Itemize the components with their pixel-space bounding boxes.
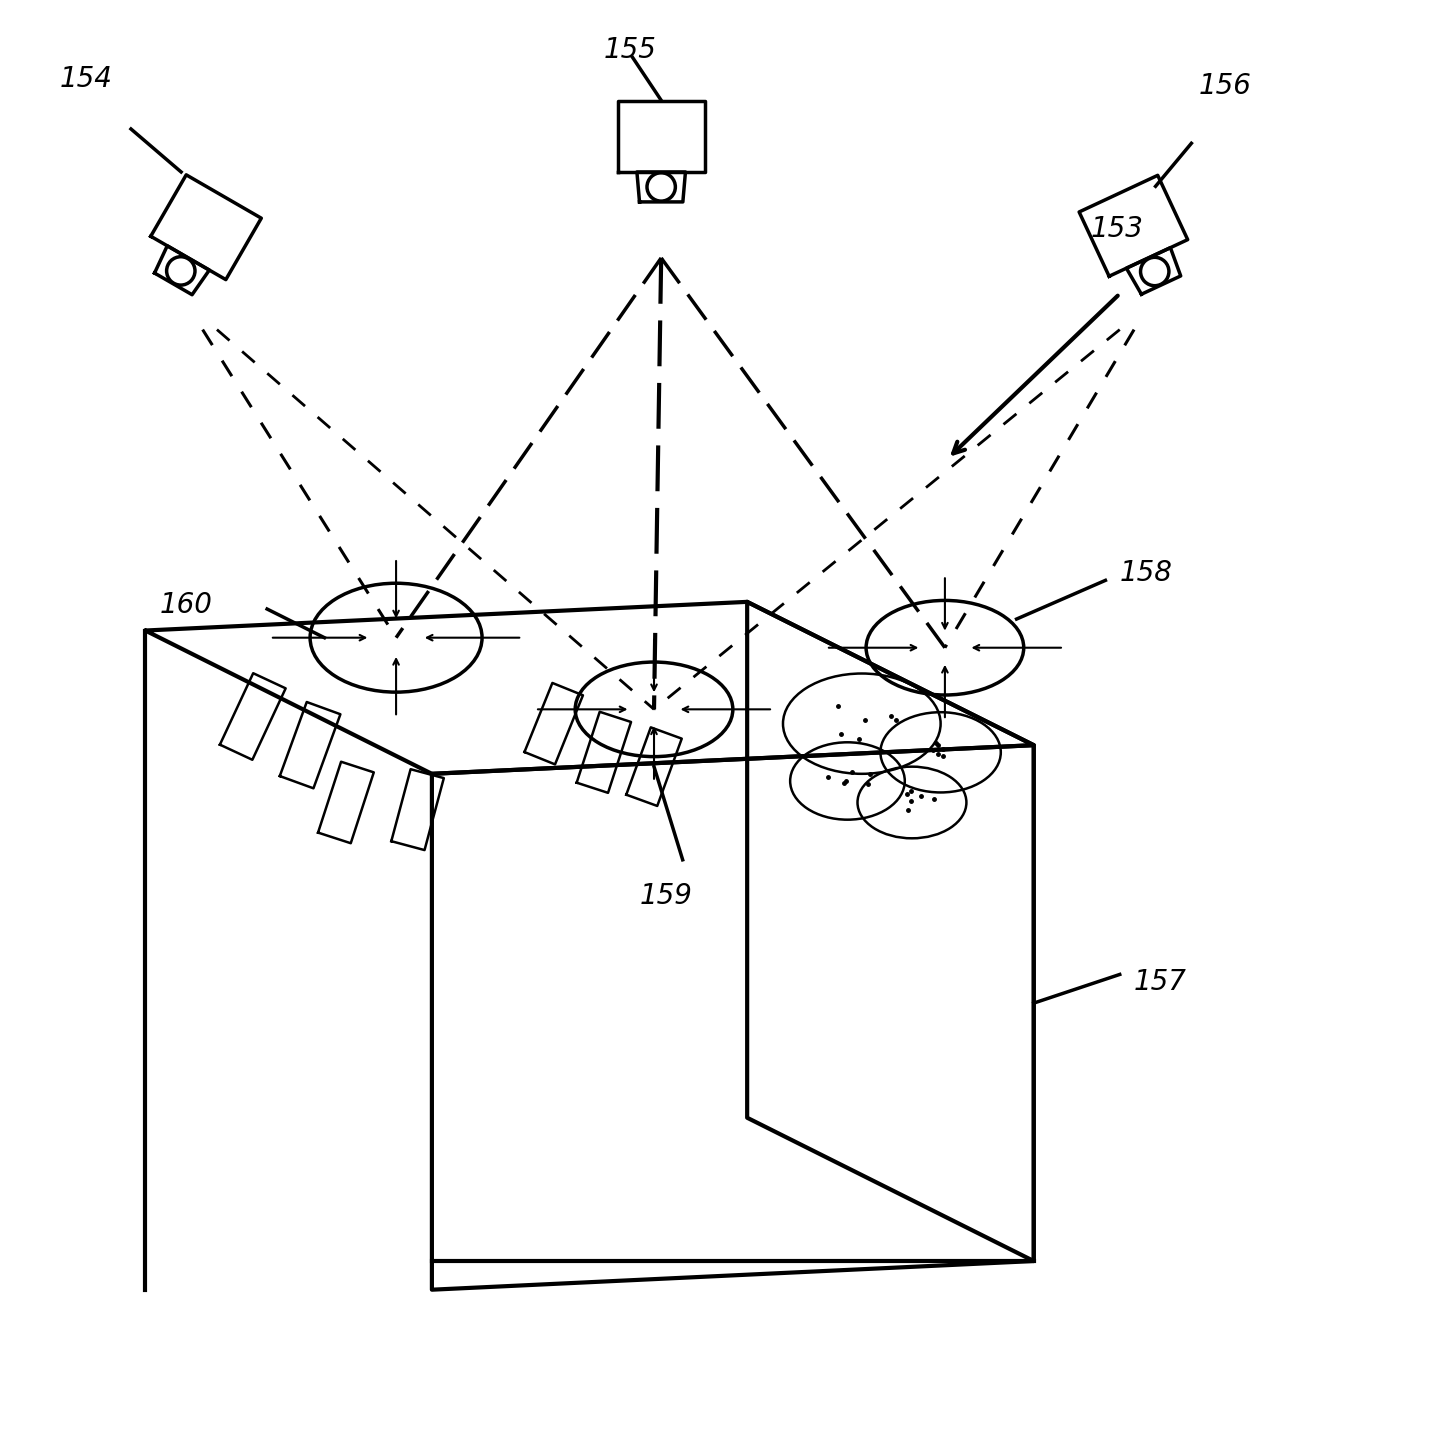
Text: 159: 159 (639, 881, 693, 910)
Text: 156: 156 (1198, 72, 1252, 100)
Text: 157: 157 (1134, 967, 1187, 996)
Text: 160: 160 (160, 590, 213, 619)
Text: 158: 158 (1119, 559, 1173, 588)
Text: 155: 155 (604, 36, 657, 64)
Text: 153: 153 (1091, 215, 1144, 244)
Text: 154: 154 (59, 64, 112, 93)
